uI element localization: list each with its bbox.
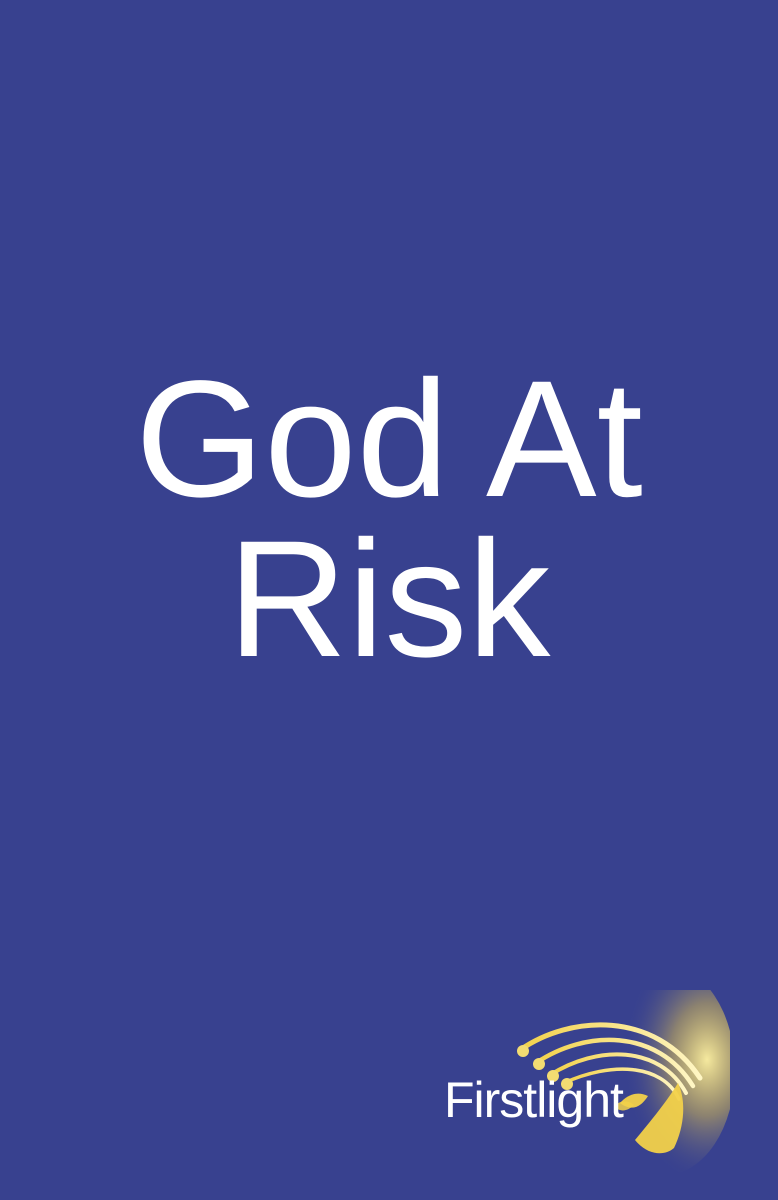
book-title-line-2: Risk <box>227 507 551 692</box>
comet-trail-logo-icon <box>517 990 730 1175</box>
book-title: God At Risk <box>0 347 778 692</box>
book-title-line-1: God At <box>135 347 643 532</box>
publisher-logo: Firstlight <box>400 990 730 1180</box>
publisher-name: Firstlight <box>444 1072 624 1128</box>
